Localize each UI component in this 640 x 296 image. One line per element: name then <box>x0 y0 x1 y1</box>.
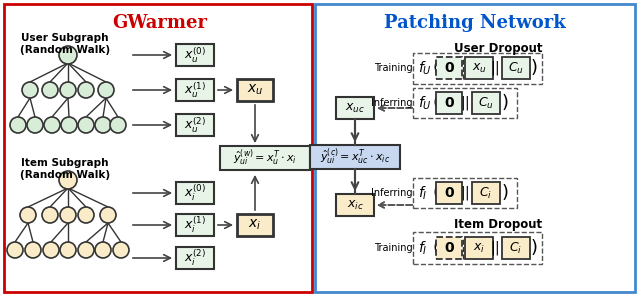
Text: $x_i^{(0)}$: $x_i^{(0)}$ <box>184 183 206 203</box>
Text: $x_{ic}$: $x_{ic}$ <box>347 198 364 212</box>
Text: Item Dropout: Item Dropout <box>454 218 542 231</box>
Text: $x_u^{(1)}$: $x_u^{(1)}$ <box>184 80 206 100</box>
Text: $f_I$: $f_I$ <box>418 239 428 257</box>
Text: (: ( <box>432 184 439 202</box>
FancyBboxPatch shape <box>336 97 374 119</box>
Text: $x_u$: $x_u$ <box>247 83 263 97</box>
Circle shape <box>59 46 77 64</box>
Text: User Subgraph
(Random Walk): User Subgraph (Random Walk) <box>20 33 110 54</box>
FancyBboxPatch shape <box>237 79 273 101</box>
Text: $C_i$: $C_i$ <box>509 240 522 255</box>
Text: Item Subgraph
(Random Walk): Item Subgraph (Random Walk) <box>20 158 110 180</box>
Text: $||$: $||$ <box>490 239 500 257</box>
FancyBboxPatch shape <box>472 92 500 114</box>
FancyBboxPatch shape <box>472 182 500 204</box>
FancyBboxPatch shape <box>436 182 462 204</box>
Text: Training: Training <box>374 243 413 253</box>
Text: $x_i$: $x_i$ <box>248 218 262 232</box>
Text: ): ) <box>502 184 509 202</box>
Text: $\hat{y}_{ui}^{(w)} = x_u^T \cdot x_i$: $\hat{y}_{ui}^{(w)} = x_u^T \cdot x_i$ <box>233 148 297 168</box>
FancyBboxPatch shape <box>237 214 273 236</box>
Text: $||$: $||$ <box>460 94 470 112</box>
Circle shape <box>110 117 126 133</box>
Circle shape <box>95 117 111 133</box>
Circle shape <box>78 207 94 223</box>
Text: $f_U$: $f_U$ <box>418 59 432 77</box>
Text: GWarmer: GWarmer <box>113 14 207 32</box>
FancyBboxPatch shape <box>502 57 530 79</box>
Text: $x_i^{(1)}$: $x_i^{(1)}$ <box>184 215 206 235</box>
Circle shape <box>20 207 36 223</box>
FancyBboxPatch shape <box>465 237 493 259</box>
Text: Inferring: Inferring <box>371 98 413 108</box>
Text: $f_U$: $f_U$ <box>418 94 432 112</box>
FancyBboxPatch shape <box>502 237 530 259</box>
Text: $\mathbf{0}$: $\mathbf{0}$ <box>444 96 454 110</box>
Text: (: ( <box>432 94 439 112</box>
Circle shape <box>78 82 94 98</box>
Text: Training: Training <box>374 63 413 73</box>
FancyBboxPatch shape <box>310 145 400 169</box>
Circle shape <box>42 82 58 98</box>
Circle shape <box>98 82 114 98</box>
Text: $x_i^{(2)}$: $x_i^{(2)}$ <box>184 248 206 268</box>
Text: Patching Network: Patching Network <box>384 14 566 32</box>
FancyBboxPatch shape <box>176 79 214 101</box>
Circle shape <box>78 117 94 133</box>
FancyBboxPatch shape <box>436 57 462 79</box>
Text: (: ( <box>432 59 439 77</box>
Circle shape <box>95 242 111 258</box>
Circle shape <box>100 207 116 223</box>
Circle shape <box>60 207 76 223</box>
Text: $||$: $||$ <box>460 184 470 202</box>
Circle shape <box>22 82 38 98</box>
Circle shape <box>27 117 43 133</box>
Text: $C_i$: $C_i$ <box>479 186 493 201</box>
Circle shape <box>60 82 76 98</box>
Circle shape <box>44 117 60 133</box>
Circle shape <box>10 117 26 133</box>
Text: $x_u^{(0)}$: $x_u^{(0)}$ <box>184 45 206 65</box>
FancyBboxPatch shape <box>176 182 214 204</box>
Text: $x_i$: $x_i$ <box>473 242 485 255</box>
Text: $\hat{y}_{ui}^{(c)} = x_{uc}^T \cdot x_{ic}$: $\hat{y}_{ui}^{(c)} = x_{uc}^T \cdot x_{… <box>320 147 390 168</box>
Circle shape <box>78 242 94 258</box>
Circle shape <box>7 242 23 258</box>
Text: $\mathbf{0}$: $\mathbf{0}$ <box>444 241 454 255</box>
FancyBboxPatch shape <box>4 4 312 292</box>
FancyBboxPatch shape <box>336 194 374 216</box>
FancyBboxPatch shape <box>220 146 310 170</box>
Text: $x_u^{(2)}$: $x_u^{(2)}$ <box>184 115 206 135</box>
Circle shape <box>113 242 129 258</box>
Circle shape <box>61 117 77 133</box>
FancyBboxPatch shape <box>176 214 214 236</box>
Circle shape <box>25 242 41 258</box>
Text: $||$: $||$ <box>490 59 500 77</box>
FancyBboxPatch shape <box>436 237 462 259</box>
Text: ): ) <box>502 94 509 112</box>
Circle shape <box>60 242 76 258</box>
FancyBboxPatch shape <box>176 44 214 66</box>
Text: $C_u$: $C_u$ <box>478 95 494 110</box>
Text: $\mathbf{0}$: $\mathbf{0}$ <box>444 186 454 200</box>
Circle shape <box>42 207 58 223</box>
Text: Inferring: Inferring <box>371 188 413 198</box>
Text: $x_u$: $x_u$ <box>472 62 486 75</box>
Text: $x_{uc}$: $x_{uc}$ <box>345 102 365 115</box>
Text: $f_I$: $f_I$ <box>418 184 428 202</box>
Text: (: ( <box>432 239 439 257</box>
FancyBboxPatch shape <box>176 114 214 136</box>
Text: ): ) <box>531 59 538 77</box>
Text: ): ) <box>531 239 538 257</box>
Circle shape <box>59 171 77 189</box>
Circle shape <box>43 242 59 258</box>
FancyBboxPatch shape <box>465 57 493 79</box>
Text: User Dropout: User Dropout <box>454 42 542 55</box>
Text: $\mathbf{0}$: $\mathbf{0}$ <box>444 61 454 75</box>
FancyBboxPatch shape <box>436 92 462 114</box>
Text: $C_u$: $C_u$ <box>508 60 524 75</box>
FancyBboxPatch shape <box>315 4 635 292</box>
FancyBboxPatch shape <box>176 247 214 269</box>
